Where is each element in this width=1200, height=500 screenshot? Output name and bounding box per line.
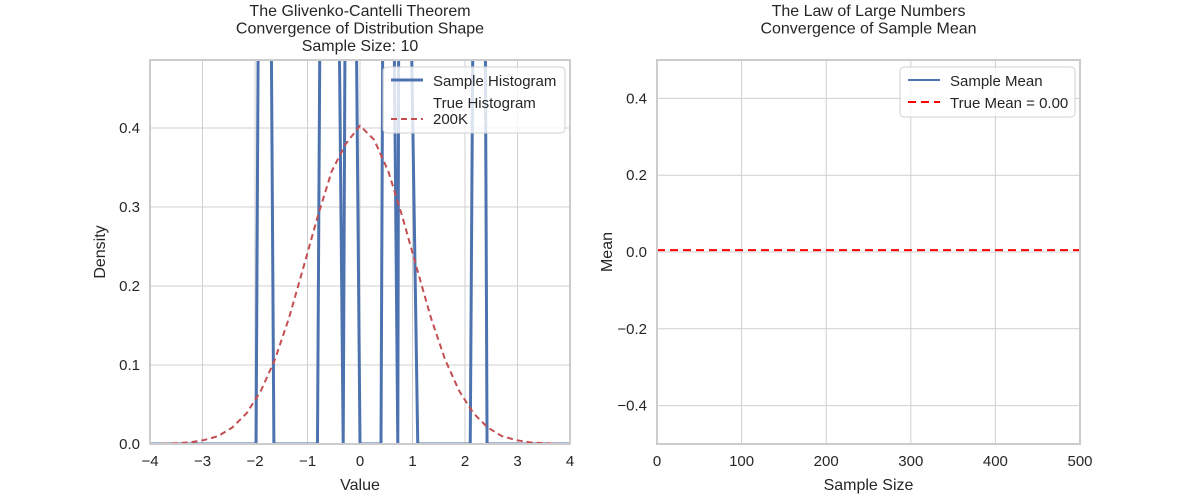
- x-tick-label: 500: [1067, 453, 1092, 470]
- chart-title-line: Convergence of Distribution Shape: [236, 21, 484, 38]
- x-tick-label: 0: [653, 453, 661, 470]
- x-tick-label: 400: [983, 453, 1008, 470]
- y-tick-label: 0.0: [119, 436, 140, 453]
- x-axis-label: Sample Size: [824, 477, 914, 494]
- x-tick-label: 200: [814, 453, 839, 470]
- x-tick-label: 1: [408, 453, 416, 470]
- legend-label: True Mean = 0.00: [950, 95, 1068, 112]
- chart-2: 0 100 200 300 400 500 −0.4 −0.2 0.0 0.2 0.4 The Law…: [599, 3, 1093, 494]
- y-tick-label: 0.1: [119, 357, 140, 374]
- y-axis-label: Mean: [599, 232, 616, 272]
- x-tick-label: 3: [513, 453, 521, 470]
- y-tick-label: 0.2: [119, 278, 140, 295]
- y-tick-label: 0.3: [119, 199, 140, 216]
- legend-label: 200K: [433, 111, 468, 128]
- chart-title-line: The Glivenko-Cantelli Theorem: [249, 3, 470, 20]
- x-tick-label: −3: [194, 453, 211, 470]
- y-tick-label: −0.2: [617, 321, 647, 338]
- legend-box: [382, 66, 566, 134]
- axes-frame: [149, 59, 571, 445]
- legend-label: Sample Mean: [950, 73, 1043, 90]
- x-axis-label: Value: [340, 477, 380, 494]
- y-tick-label: 0.4: [119, 120, 140, 137]
- x-tick-label: −1: [299, 453, 316, 470]
- x-tick-label: 2: [461, 453, 469, 470]
- y-tick-label: 0.0: [626, 244, 647, 261]
- legend-label: Sample Histogram: [433, 73, 556, 90]
- chart-title-line: Convergence of Sample Mean: [760, 21, 976, 38]
- y-tick-label: −0.4: [617, 398, 647, 415]
- x-tick-label: 100: [729, 453, 754, 470]
- series-line-2: [161, 124, 559, 444]
- x-tick-label: 0: [356, 453, 364, 470]
- y-tick-label: 0.2: [626, 167, 647, 184]
- legend-label: True Histogram: [433, 95, 536, 112]
- y-axis-label: Density: [92, 225, 109, 278]
- x-tick-label: 300: [898, 453, 923, 470]
- x-tick-label: −2: [246, 453, 263, 470]
- y-tick-label: 0.4: [626, 90, 647, 107]
- chart-1: −4 −3 −2 −1 0 1 2 3 4 0.0 0.1 0.2 0.3 0.4 The Glivenko…: [92, 3, 574, 494]
- x-tick-label: −4: [141, 453, 158, 470]
- axes-frame: [656, 59, 1081, 445]
- chart-title-line: The Law of Large Numbers: [772, 3, 966, 20]
- x-tick-label: 4: [566, 453, 574, 470]
- legend-box: [899, 66, 1076, 118]
- chart-title-line: Sample Size: 10: [302, 38, 419, 55]
